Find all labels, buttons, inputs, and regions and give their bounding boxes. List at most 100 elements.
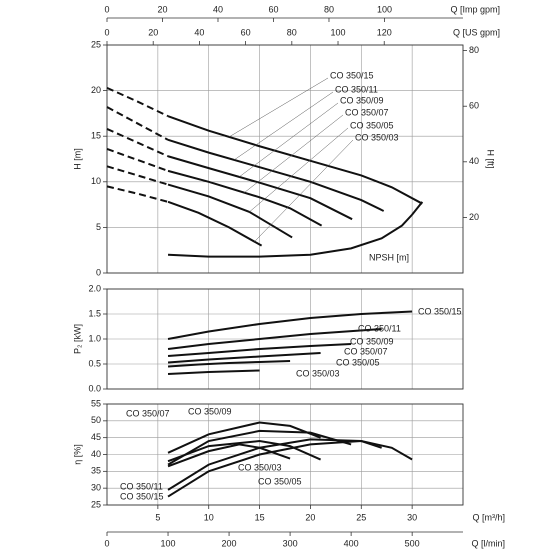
- curve: [167, 369, 260, 375]
- curve: [167, 440, 322, 463]
- top-tick-label: 100: [377, 4, 392, 14]
- y-tick-label: 55: [91, 398, 101, 408]
- leader-line: [254, 139, 354, 242]
- y-tick-label: 25: [91, 499, 101, 509]
- leader-line: [249, 127, 349, 213]
- top-tick-label: 80: [287, 27, 297, 37]
- curve: [167, 138, 385, 212]
- x-tick-label: 20: [305, 512, 315, 522]
- curve: [167, 183, 293, 239]
- curve-label: CO 350/09: [340, 95, 384, 105]
- curve-label: CO 350/03: [296, 368, 340, 378]
- y-tick-label: 0: [96, 267, 101, 277]
- curve: [167, 155, 353, 221]
- curve-extension: [106, 127, 169, 158]
- curve: [167, 169, 323, 227]
- top-tick-label: 40: [194, 27, 204, 37]
- bottom-tick-label: 300: [283, 538, 298, 548]
- curve-label: CO 350/15: [330, 70, 374, 80]
- bottom-tick-label: 200: [222, 538, 237, 548]
- x-tick-label: 30: [407, 512, 417, 522]
- bottom-tick-label: 0: [104, 538, 109, 548]
- curve-label: CO 350/07: [126, 408, 170, 418]
- bottom-tick-label: 100: [161, 538, 176, 548]
- curve-label: CO 350/05: [258, 476, 302, 486]
- leader-line: [239, 102, 339, 178]
- y-tick-label: 0.0: [88, 383, 101, 393]
- x-tick-label: 15: [255, 512, 265, 522]
- y2-tick-label: 20: [469, 212, 479, 222]
- top-tick-label: 80: [324, 4, 334, 14]
- y2-tick-label: 60: [469, 101, 479, 111]
- curve-label: CO 350/11: [120, 481, 163, 491]
- curve: [167, 360, 291, 368]
- y2-tick-label: 80: [469, 45, 479, 55]
- curve-extension: [106, 106, 169, 141]
- top-tick-label: 60: [268, 4, 278, 14]
- y2-tick-label: 40: [469, 156, 479, 166]
- curve-extension: [106, 185, 169, 203]
- x-axis-label: Q [m³/h]: [472, 512, 505, 522]
- top-tick-label: 0: [104, 4, 109, 14]
- curve: [167, 115, 423, 205]
- curve-label: CO 350/09: [350, 336, 394, 346]
- y2-axis-label: H [ft]: [486, 149, 496, 168]
- x-tick-label: 5: [155, 512, 160, 522]
- leader-line: [228, 77, 329, 138]
- curve-label: CO 350/05: [336, 357, 380, 367]
- leader-line: [244, 114, 344, 193]
- y-tick-label: 15: [91, 131, 101, 141]
- top-tick-label: 20: [157, 4, 167, 14]
- curve-label: CO 350/15: [120, 491, 164, 501]
- y-tick-label: 20: [91, 85, 101, 95]
- bottom-axis-label: Q [l/min]: [471, 538, 505, 548]
- top-tick-label: 100: [331, 27, 346, 37]
- curve: [167, 328, 382, 350]
- y-axis-label: H [m]: [72, 148, 82, 170]
- y-tick-label: 40: [91, 449, 101, 459]
- curve: [167, 201, 424, 258]
- y-tick-label: 30: [91, 483, 101, 493]
- curve: [167, 310, 413, 340]
- top-tick-label: 0: [104, 27, 109, 37]
- y-tick-label: 1.0: [88, 333, 101, 343]
- curve-label: CO 350/15: [418, 306, 462, 316]
- bottom-tick-label: 400: [344, 538, 359, 548]
- curve-extension: [106, 86, 169, 118]
- leader-line: [234, 91, 334, 161]
- top-tick-label: 60: [241, 27, 251, 37]
- y-tick-label: 25: [91, 39, 101, 49]
- x-tick-label: 10: [204, 512, 214, 522]
- top-tick-label: 40: [213, 4, 223, 14]
- curve-label: CO 350/11: [335, 84, 378, 94]
- curve-label: CO 350/07: [344, 346, 388, 356]
- curve-label: CO 350/07: [345, 107, 389, 117]
- curve-label: CO 350/03: [355, 132, 399, 142]
- y-tick-label: 5: [96, 222, 101, 232]
- curve: [167, 440, 413, 498]
- curve-label: CO 350/09: [188, 406, 232, 416]
- curve-label: CO 350/11: [358, 323, 401, 333]
- y-axis-label: η [%]: [72, 444, 82, 465]
- curve-label: NPSH [m]: [369, 252, 409, 262]
- y-tick-label: 50: [91, 415, 101, 425]
- x-tick-label: 25: [356, 512, 366, 522]
- curve: [167, 421, 321, 454]
- y-tick-label: 2.0: [88, 283, 101, 293]
- y-tick-label: 10: [91, 176, 101, 186]
- y-tick-label: 1.5: [88, 308, 101, 318]
- y-tick-label: 0.5: [88, 358, 101, 368]
- curve: [167, 438, 382, 491]
- top-axis-label: Q [Imp gpm]: [450, 4, 500, 14]
- curve: [167, 343, 352, 357]
- plot-frame: [106, 44, 464, 274]
- curve: [167, 352, 321, 364]
- y-tick-label: 35: [91, 466, 101, 476]
- curve-label: CO 350/03: [238, 462, 282, 472]
- y-axis-label: P₂ [kW]: [72, 324, 82, 354]
- y-tick-label: 45: [91, 432, 101, 442]
- top-tick-label: 20: [148, 27, 158, 37]
- curve: [167, 429, 352, 466]
- bottom-tick-label: 500: [405, 538, 420, 548]
